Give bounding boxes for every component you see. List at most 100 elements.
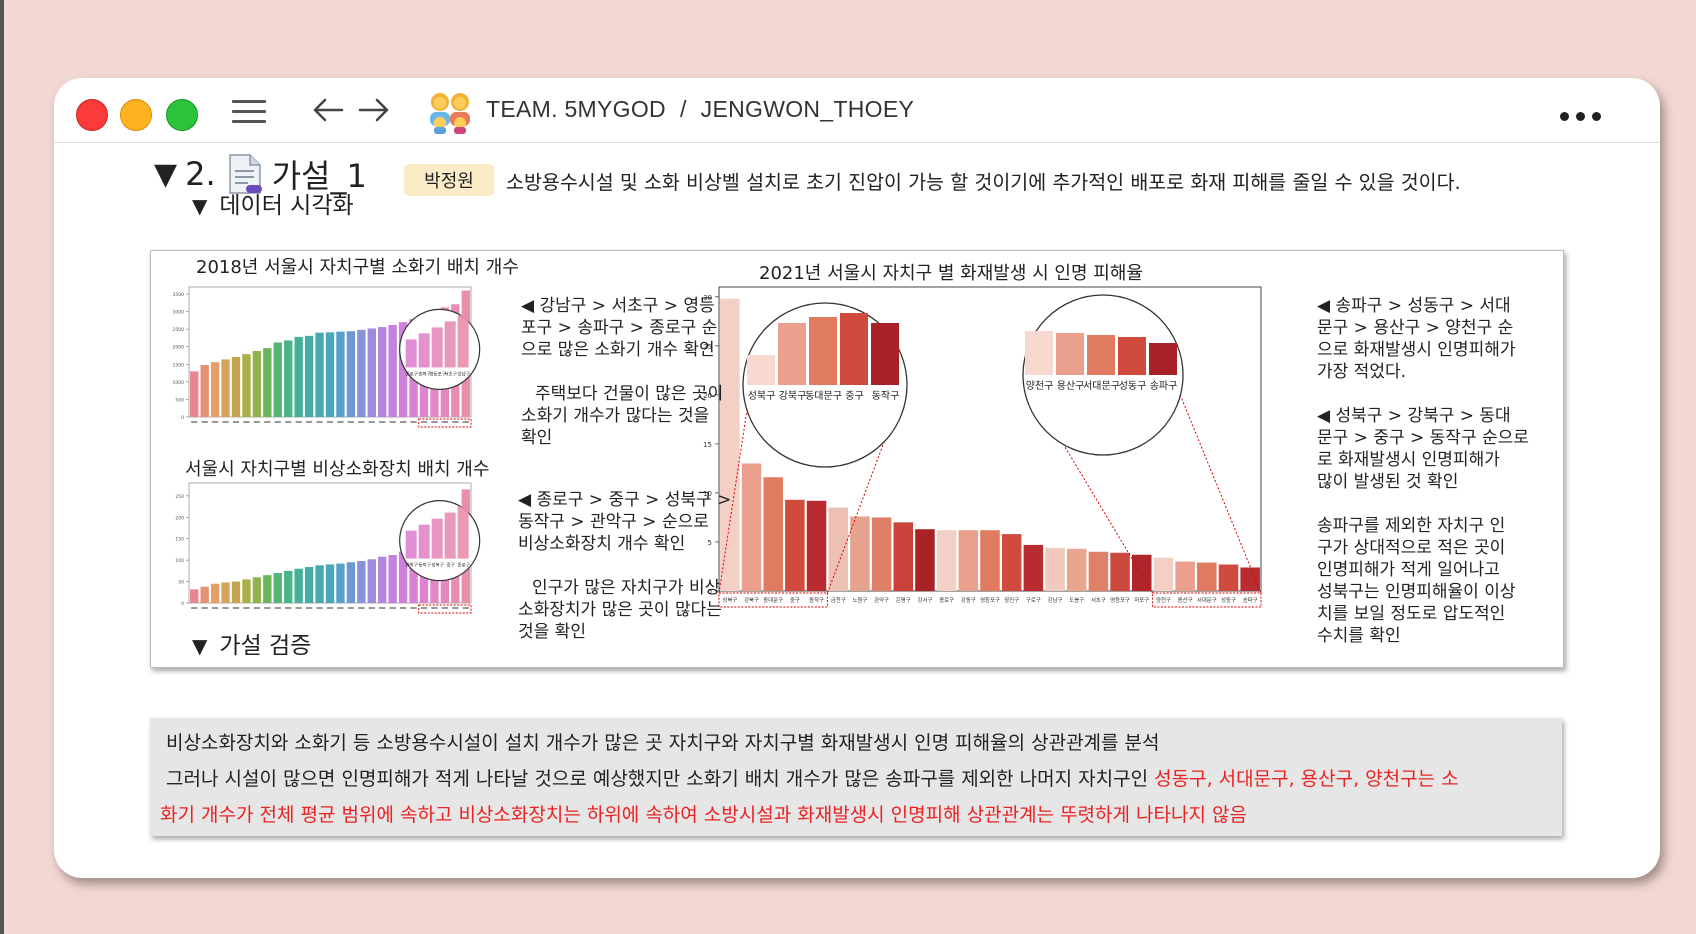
casualty-zoom-bar xyxy=(778,323,806,385)
extinguisher-chart-xtick-label xyxy=(441,421,449,423)
casualty-bar xyxy=(980,530,1000,591)
extinguisher-chart-bar xyxy=(388,324,397,417)
title-bar: TEAM. 5MYGOD / JENGWON_THOEY xyxy=(54,78,1660,143)
viz-heading-text: 데이터 시각화 xyxy=(219,193,354,219)
verify-line-1: 비상소화장치와 소화기 등 소방용수시설이 설치 개수가 많은 곳 자치구와 자… xyxy=(166,732,1160,754)
forward-arrow-icon[interactable] xyxy=(356,96,392,124)
casualty-ytick-label: 30 xyxy=(703,294,712,302)
extinguisher-chart-xtick-label xyxy=(452,421,459,423)
extinguisher-chart-bar xyxy=(325,332,335,417)
casualty-zoom-bar xyxy=(1118,337,1146,375)
emergency-device-chart-bar xyxy=(336,563,345,603)
emergency-device-chart-xtick-label xyxy=(316,607,323,609)
note-casualty-line: 문구 > 용산구 > 양천구 순 xyxy=(1317,318,1514,338)
casualty-bar xyxy=(1088,551,1109,591)
casualty-zoom-connector xyxy=(826,396,902,594)
extinguisher-chart-xtick-label xyxy=(431,421,438,423)
casualty-zoom-label: 송파구 xyxy=(1150,380,1178,392)
note-casualty-line: 로 화재발생시 인명피해가 xyxy=(1317,450,1500,470)
emergency-device-chart-bar xyxy=(221,582,230,603)
casualty-ytick-label: 20 xyxy=(703,392,712,400)
extinguisher-chart-bar xyxy=(378,327,387,417)
breadcrumb-page[interactable]: JENGWON_THOEY xyxy=(700,96,915,122)
extinguisher-chart-ytick-label: 3500 xyxy=(173,292,185,298)
extinguisher-chart-ytick-label: 500 xyxy=(175,397,184,403)
note-casualty: ◀ 송파구 > 성동구 > 서대 문구 > 용산구 > 양천구 순 으로 화재발생시… xyxy=(1317,295,1529,647)
collapse-toggle[interactable]: ▼ xyxy=(154,156,178,192)
more-options-icon[interactable] xyxy=(1560,106,1608,125)
casualty-bar xyxy=(1001,534,1022,591)
verify-heading-text: 가설 검증 xyxy=(219,633,312,659)
casualty-ytick-label: 10 xyxy=(703,490,712,498)
casualty-zoom-bar xyxy=(1025,331,1053,375)
extinguisher-chart-xtick-label xyxy=(368,421,375,423)
breadcrumb-team[interactable]: TEAM. 5MYGOD xyxy=(486,96,666,122)
note-casualty-line: 문구 > 중구 > 동작구 순으로 xyxy=(1317,428,1529,448)
emergency-device-chart-bar xyxy=(200,586,209,603)
menu-icon[interactable] xyxy=(232,100,266,124)
extinguisher-chart-zoom-bar xyxy=(418,333,430,368)
emergency-device-chart-xtick-label xyxy=(326,607,334,609)
extinguisher-chart-xtick-label xyxy=(274,421,281,423)
emergency-device-chart-xtick-label xyxy=(431,607,438,609)
emergency-device-chart-xtick-label xyxy=(191,607,198,609)
emergency-device-chart-xtick-label xyxy=(410,607,417,609)
extinguisher-chart-bar xyxy=(315,332,324,417)
emergency-device-chart-bar xyxy=(263,575,272,603)
note-extinguisher-line: ◀ 강남구 > 서초구 > 영등 xyxy=(521,296,715,316)
emergency-device-chart-ytick-label: 0 xyxy=(181,601,184,607)
extinguisher-chart-xtick-label xyxy=(389,421,396,423)
casualty-zoom-bar xyxy=(809,317,837,385)
verify-toggle[interactable]: ▼ xyxy=(192,634,208,658)
casualty-bar xyxy=(785,499,805,591)
note-casualty-line xyxy=(1317,383,1529,405)
casualty-xtick-label: 양천구 xyxy=(1156,596,1171,604)
emergency-device-chart-bar xyxy=(210,583,220,603)
emergency-device-chart-ytick-label: 250 xyxy=(175,494,184,500)
casualty-zoom-label: 동대문구 xyxy=(805,390,842,402)
emergency-device-chart-xtick-label xyxy=(211,607,219,609)
casualty-xtick-label: 강서구 xyxy=(918,596,933,604)
emergency-device-chart-xtick-label xyxy=(389,607,396,609)
note-casualty-line: 으로 화재발생시 인명피해가 xyxy=(1317,340,1516,360)
casualty-ytick-label: 15 xyxy=(703,441,712,449)
extinguisher-chart-xtick-label xyxy=(326,421,334,423)
extinguisher-chart-zoom-bar xyxy=(457,315,469,368)
casualty-bar xyxy=(958,530,979,591)
emergency-device-chart-bar xyxy=(398,551,408,603)
extinguisher-chart-ytick-label: 1000 xyxy=(173,380,185,386)
casualty-xtick-label: 동작구 xyxy=(809,597,824,604)
extinguisher-chart-xtick-label xyxy=(211,421,219,423)
casualty-zoom-label: 동작구 xyxy=(872,390,900,402)
casualty-bar xyxy=(1132,554,1152,591)
left-edge xyxy=(0,0,4,934)
close-window-button[interactable] xyxy=(76,99,108,131)
casualty-xtick-label: 구로구 xyxy=(1026,597,1041,604)
emergency-device-chart-bar xyxy=(252,577,262,603)
minimize-window-button[interactable] xyxy=(120,99,152,131)
casualty-zoom-label: 성북구 xyxy=(748,390,776,402)
casualty-xtick-label: 성동구 xyxy=(1221,596,1236,604)
casualty-zoom-bar xyxy=(747,355,775,385)
chart3-title: 2021년 서울시 자치구 별 화재발생 시 인명 피해율 xyxy=(759,263,1143,284)
emergency-device-chart-xtick-label xyxy=(232,607,240,609)
extinguisher-chart-zoom-bar xyxy=(444,321,456,368)
extinguisher-chart-bar xyxy=(304,335,314,417)
extinguisher-chart-ytick-label: 2500 xyxy=(173,327,185,333)
viz-toggle[interactable]: ▼ xyxy=(192,194,208,218)
note-extinguisher-line: 소화기 개수가 많다는 것을 xyxy=(521,406,710,426)
maximize-window-button[interactable] xyxy=(166,99,198,131)
casualty-xtick-label: 마포구 xyxy=(1134,596,1149,604)
casualty-xtick-label: 용산구 xyxy=(1178,596,1193,604)
casualty-bar xyxy=(828,507,848,591)
note-emergency-device-line: 비상소화장치 개수 확인 xyxy=(518,534,686,554)
extinguisher-chart-bar xyxy=(263,348,272,417)
casualty-bar xyxy=(806,500,827,591)
extinguisher-chart-zoom-bar xyxy=(405,339,417,368)
back-arrow-icon[interactable] xyxy=(310,96,346,124)
extinguisher-chart-xtick-label xyxy=(379,421,386,423)
emergency-device-chart-bar xyxy=(409,547,418,603)
casualty-zoom-bar xyxy=(840,313,868,385)
note-extinguisher: ◀ 강남구 > 서초구 > 영등 포구 > 송파구 > 종로구 순 으로 많은 소화… xyxy=(521,295,723,449)
